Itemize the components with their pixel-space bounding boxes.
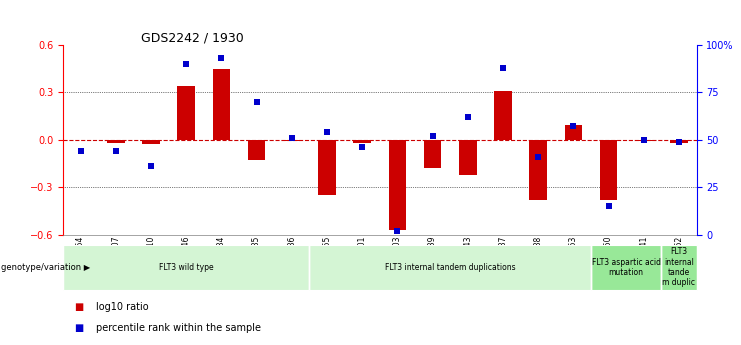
Bar xyxy=(247,140,265,160)
Bar xyxy=(63,245,310,290)
Bar xyxy=(177,86,195,140)
Text: genotype/variation ▶: genotype/variation ▶ xyxy=(1,263,90,272)
Bar xyxy=(529,140,547,200)
Bar xyxy=(670,140,688,143)
Bar xyxy=(310,245,591,290)
Bar xyxy=(353,140,371,143)
Bar xyxy=(565,126,582,140)
Bar xyxy=(388,140,406,230)
Bar xyxy=(591,245,661,290)
Text: FLT3 internal tandem duplications: FLT3 internal tandem duplications xyxy=(385,263,516,272)
Text: ■: ■ xyxy=(74,302,83,312)
Text: log10 ratio: log10 ratio xyxy=(96,302,149,312)
Text: GDS2242 / 1930: GDS2242 / 1930 xyxy=(141,31,244,44)
Text: FLT3
internal
tande
m duplic: FLT3 internal tande m duplic xyxy=(662,247,696,287)
Text: FLT3 wild type: FLT3 wild type xyxy=(159,263,213,272)
Text: ■: ■ xyxy=(74,323,83,333)
Bar xyxy=(494,91,512,140)
Bar xyxy=(283,140,301,141)
Text: FLT3 aspartic acid
mutation: FLT3 aspartic acid mutation xyxy=(591,258,661,277)
Bar xyxy=(107,140,124,143)
Text: percentile rank within the sample: percentile rank within the sample xyxy=(96,323,262,333)
Bar xyxy=(142,140,160,145)
Bar xyxy=(459,140,476,175)
Bar xyxy=(318,140,336,195)
Bar xyxy=(213,69,230,140)
Bar xyxy=(424,140,442,168)
Bar xyxy=(661,245,697,290)
Bar xyxy=(599,140,617,200)
Bar xyxy=(635,140,653,141)
